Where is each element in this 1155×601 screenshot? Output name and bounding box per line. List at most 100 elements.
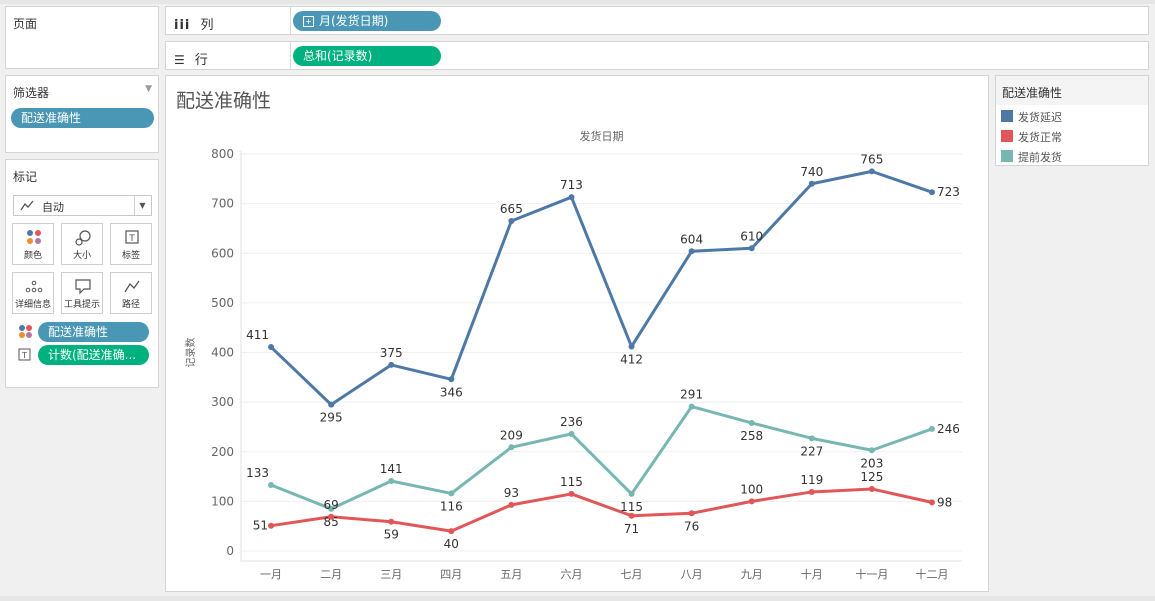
data-point xyxy=(388,361,395,368)
text-label-icon: T xyxy=(125,230,139,244)
data-label: 119 xyxy=(800,473,823,487)
filters-dropdown-icon[interactable]: ▼ xyxy=(145,84,152,94)
y-tick-label: 800 xyxy=(211,147,234,161)
chart-view[interactable]: 配送准确性 发货日期 记录数 0 100 200 300 400 500 600 700 800 一月 二… xyxy=(165,75,989,592)
data-point xyxy=(688,510,695,517)
detail-button[interactable]: 详细信息 xyxy=(12,272,54,314)
tooltip-button[interactable]: 工具提示 xyxy=(61,272,103,314)
data-point xyxy=(568,194,575,201)
data-label: 100 xyxy=(740,482,763,496)
size-button[interactable]: 大小 xyxy=(61,223,103,265)
x-tick-label: 十一月 xyxy=(855,567,888,581)
data-point xyxy=(448,528,455,535)
x-tick-label: 三月 xyxy=(380,568,402,581)
data-label: 375 xyxy=(380,346,403,360)
color-button-label: 颜色 xyxy=(23,251,42,261)
path-button[interactable]: 路径 xyxy=(110,272,152,314)
columns-pill-label: 月(发货日期) xyxy=(319,14,389,28)
legend-swatch xyxy=(1001,110,1013,122)
data-label: 258 xyxy=(740,429,763,443)
line-mark-icon xyxy=(20,200,34,211)
data-point xyxy=(748,419,755,426)
x-tick-label: 一月 xyxy=(260,568,282,581)
size-button-label: 大小 xyxy=(72,251,91,261)
color-button[interactable]: 颜色 xyxy=(12,223,54,265)
data-label: 115 xyxy=(560,475,583,489)
data-label: 93 xyxy=(504,486,519,500)
size-icon xyxy=(75,230,91,246)
top-tab-strip xyxy=(0,0,1155,4)
data-point xyxy=(628,490,635,497)
filter-pill[interactable]: 配送准确性 xyxy=(11,108,154,128)
data-label: 412 xyxy=(620,353,643,367)
mark-type-select[interactable]: 自动 ▼ xyxy=(13,195,152,216)
label-pill[interactable]: 计数(配送准确... xyxy=(38,345,149,365)
data-label: 209 xyxy=(500,428,523,442)
detail-icon xyxy=(25,280,43,293)
filters-panel[interactable]: 筛选器 ▼ 配送准确性 xyxy=(5,75,159,153)
pages-panel[interactable]: 页面 xyxy=(5,6,159,69)
columns-pill[interactable]: + 月(发货日期) xyxy=(293,11,441,31)
color-icon xyxy=(27,230,41,244)
data-point xyxy=(388,478,395,485)
legend-title: 配送准确性 xyxy=(1002,86,1063,100)
data-label: 203 xyxy=(860,456,883,470)
data-point xyxy=(508,217,515,224)
rows-pill[interactable]: 总和(记录数) xyxy=(293,46,441,66)
tooltip-icon xyxy=(75,279,91,295)
x-tick-label: 四月 xyxy=(440,568,462,581)
data-point xyxy=(748,498,755,505)
data-label: 227 xyxy=(800,444,823,458)
y-tick-label: 700 xyxy=(211,197,234,211)
legend-swatch xyxy=(1001,130,1013,142)
data-label: 133 xyxy=(246,466,269,480)
data-point xyxy=(268,522,275,529)
data-point xyxy=(748,245,755,252)
data-point xyxy=(508,444,515,451)
y-tick-label: 600 xyxy=(211,246,234,260)
marks-panel[interactable]: 标记 自动 ▼ 颜色 大小 T 标签 详细信息 工具提示 xyxy=(5,159,159,388)
y-tick-label: 500 xyxy=(211,296,234,310)
data-point xyxy=(808,488,815,495)
data-label: 71 xyxy=(624,522,639,536)
pages-panel-title: 页面 xyxy=(13,17,38,31)
data-point xyxy=(628,512,635,519)
data-label: 115 xyxy=(620,500,643,514)
data-point xyxy=(568,430,575,437)
label-button-label: 标签 xyxy=(121,251,140,261)
columns-shelf-divider xyxy=(290,7,291,34)
data-label: 59 xyxy=(384,528,399,542)
legend-panel[interactable]: 配送准确性 发货延迟 发货正常 提前发货 xyxy=(995,75,1149,166)
expand-plus-icon[interactable]: + xyxy=(303,16,314,27)
data-label: 85 xyxy=(323,515,338,529)
data-point xyxy=(508,501,515,508)
filters-panel-title: 筛选器 xyxy=(13,86,50,100)
rows-shelf[interactable]: ☰ 行 总和(记录数) xyxy=(165,41,1149,70)
data-label: 69 xyxy=(323,498,338,512)
data-point xyxy=(328,401,335,408)
svg-text:T: T xyxy=(128,234,135,244)
columns-shelf[interactable]: iii 列 + 月(发货日期) xyxy=(165,6,1149,35)
data-point xyxy=(328,505,335,512)
y-tick-label: 400 xyxy=(211,346,234,360)
chevron-down-icon[interactable]: ▼ xyxy=(134,196,150,215)
label-button[interactable]: T 标签 xyxy=(110,223,152,265)
y-tick-label: 200 xyxy=(211,445,234,459)
data-point xyxy=(688,403,695,410)
data-point xyxy=(448,376,455,383)
x-tick-label: 十二月 xyxy=(915,567,948,581)
y-axis-label: 记录数 xyxy=(184,338,197,368)
series-line xyxy=(270,487,933,533)
series-line xyxy=(270,405,933,511)
data-point xyxy=(808,180,815,187)
data-label: 76 xyxy=(684,519,699,533)
color-encoding-icon xyxy=(19,325,32,338)
data-point xyxy=(868,447,875,454)
color-pill[interactable]: 配送准确性 xyxy=(38,322,149,342)
legend-swatch xyxy=(1001,150,1013,162)
x-tick-label: 七月 xyxy=(621,568,643,581)
y-tick-label: 300 xyxy=(211,395,234,409)
data-label: 116 xyxy=(440,499,463,513)
data-point xyxy=(568,490,575,497)
